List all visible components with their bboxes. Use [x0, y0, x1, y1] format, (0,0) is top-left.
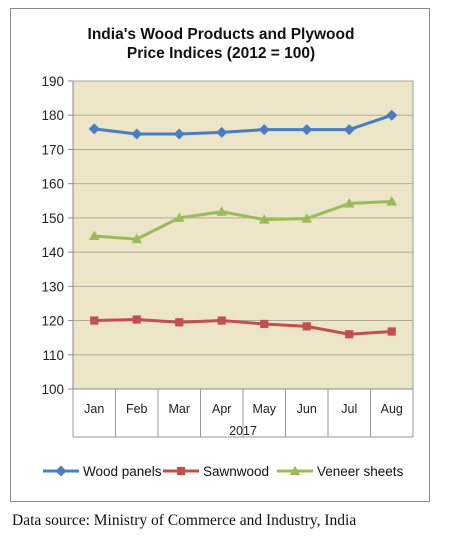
x-tick-label-mar: Mar	[168, 402, 190, 416]
y-tick-label-100: 100	[41, 382, 64, 397]
point-wood-panels-jan	[88, 123, 100, 135]
x-tick-label-feb: Feb	[126, 402, 148, 416]
x-tick-label-aug: Aug	[381, 402, 403, 416]
point-veneer-sheets-may	[259, 214, 270, 224]
x-tick-label-apr: Apr	[212, 402, 231, 416]
x-tick-label-may: May	[252, 402, 276, 416]
point-veneer-sheets-apr	[216, 206, 227, 216]
line-chart: India's Wood Products and Plywood Price I…	[41, 26, 414, 479]
point-wood-panels-feb	[131, 128, 143, 140]
point-veneer-sheets-aug	[386, 196, 397, 206]
point-sawnwood-may	[260, 319, 269, 329]
x-tick-label-jul: Jul	[341, 402, 357, 416]
point-veneer-sheets-feb	[131, 233, 142, 244]
source-note: Data source: Ministry of Commerce and In…	[12, 512, 357, 529]
x-tick-label-jun: Jun	[297, 402, 317, 416]
y-tick-label-150: 150	[41, 211, 64, 226]
point-wood-panels-may	[258, 124, 270, 136]
legend-marker-sawnwood	[176, 466, 186, 476]
point-sawnwood-aug	[387, 327, 396, 336]
point-wood-panels-jun	[301, 124, 313, 136]
point-sawnwood-mar	[175, 318, 184, 327]
point-veneer-sheets-jul	[344, 198, 355, 208]
legend-label-sawnwood: Sawnwood	[203, 464, 269, 479]
x-axis-label: 2017	[229, 424, 257, 438]
legend-label-wood-panels: Wood panels	[83, 464, 162, 479]
point-wood-panels-apr	[216, 126, 228, 138]
y-tick-label-180: 180	[41, 108, 64, 123]
series-line-sawnwood	[94, 318, 392, 336]
chart-title-line-1: India's Wood Products and Plywood	[88, 26, 355, 43]
point-sawnwood-jul	[345, 330, 354, 339]
point-wood-panels-mar	[173, 128, 185, 140]
point-wood-panels-aug	[386, 109, 398, 121]
point-veneer-sheets-mar	[174, 212, 185, 222]
y-tick-label-130: 130	[41, 279, 64, 294]
plot-area	[72, 80, 414, 390]
y-tick-label-110: 110	[42, 348, 64, 363]
y-tick-label-120: 120	[41, 314, 64, 329]
point-veneer-sheets-jun	[301, 213, 312, 223]
y-tick-label-160: 160	[41, 177, 64, 192]
point-sawnwood-jun	[302, 322, 311, 331]
legend-marker-veneer-sheets	[289, 465, 301, 476]
point-sawnwood-jan	[90, 316, 99, 325]
x-tick-label-jan: Jan	[84, 402, 104, 416]
point-sawnwood-feb	[132, 315, 141, 324]
y-tick-label-140: 140	[41, 245, 64, 260]
point-wood-panels-jul	[343, 124, 355, 136]
point-sawnwood-apr	[217, 316, 226, 325]
y-tick-label-170: 170	[41, 142, 64, 157]
point-veneer-sheets-jan	[89, 230, 100, 241]
chart-frame: India's Wood Products and Plywood Price I…	[10, 8, 430, 502]
series-line-wood-panels	[94, 113, 393, 136]
y-tick-label-190: 190	[41, 74, 64, 89]
chart-title-line-2: Price Indices (2012 = 100)	[127, 45, 315, 62]
legend-label-veneer-sheets: Veneer sheets	[317, 464, 404, 479]
series-line-veneer-sheets	[94, 199, 392, 241]
legend-marker-wood-panels	[55, 465, 67, 477]
